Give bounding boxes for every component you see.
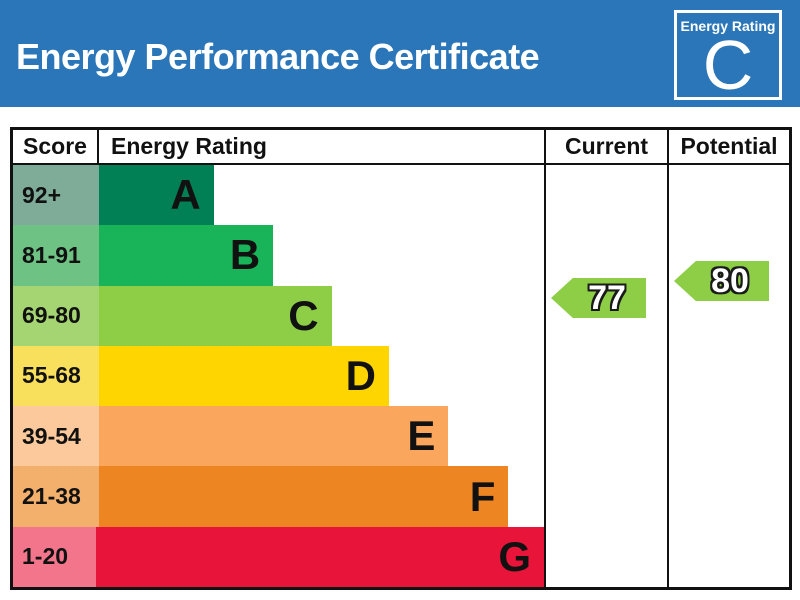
potential-rating-arrow: 80	[674, 261, 769, 301]
band-row: 81-91 B	[13, 225, 544, 286]
band-bar: B	[99, 225, 274, 286]
band-letter: C	[288, 291, 319, 339]
epc-rating-table: Score Energy Rating 92+ A 81-91 B 69-80 …	[10, 127, 792, 590]
band-row: 39-54 E	[13, 406, 544, 467]
band-letter: A	[170, 171, 201, 219]
band-bar: A	[99, 165, 214, 226]
score-column-header: Score	[13, 130, 99, 163]
band-row: 21-38 F	[13, 466, 544, 527]
band-row: 92+ A	[13, 165, 544, 226]
current-rating-value: 77	[588, 279, 626, 317]
potential-column-header: Potential	[669, 130, 789, 165]
badge-label: Energy Rating	[680, 18, 776, 34]
potential-column: Potential 80	[667, 130, 789, 587]
band-letter: E	[407, 412, 436, 460]
band-score-range: 21-38	[13, 466, 99, 527]
current-column-header: Current	[546, 130, 667, 165]
table-header-row: Score Energy Rating	[13, 130, 544, 165]
band-score-range: 69-80	[13, 285, 99, 346]
band-letter: B	[229, 231, 261, 279]
badge-grade-letter: C	[702, 26, 754, 104]
band-bar: E	[99, 406, 449, 467]
band-score-range: 81-91	[13, 225, 99, 286]
band-row: 55-68 D	[13, 345, 544, 407]
band-row: 69-80 C	[13, 285, 544, 346]
band-bar: C	[99, 285, 332, 346]
band-letter: G	[498, 532, 531, 580]
band-bar: F	[99, 466, 509, 527]
current-column-body: 77	[546, 165, 667, 587]
band-bar: G	[95, 526, 544, 587]
header-banner: Energy Performance Certificate Energy Ra…	[0, 0, 800, 107]
band-score-range: 92+	[13, 165, 99, 226]
band-score-range: 1-20	[13, 526, 96, 587]
potential-rating-value: 80	[711, 262, 749, 300]
band-score-range: 39-54	[13, 406, 99, 467]
band-row: 1-20 G	[13, 526, 544, 587]
rating-column-header: Energy Rating	[111, 133, 267, 159]
page-title: Energy Performance Certificate	[16, 35, 540, 77]
band-bar: D	[99, 345, 389, 407]
band-letter: F	[469, 472, 496, 520]
band-score-range: 55-68	[13, 345, 99, 407]
potential-column-body: 80	[669, 165, 789, 587]
current-rating-arrow: 77	[551, 278, 646, 318]
current-column: Current 77	[544, 130, 667, 587]
rating-bands: 92+ A 81-91 B 69-80 C 55-68 D 39-54 E 21…	[13, 165, 544, 587]
band-letter: D	[345, 351, 376, 399]
rating-pane: Score Energy Rating 92+ A 81-91 B 69-80 …	[13, 130, 544, 587]
energy-rating-badge: Energy Rating C	[674, 10, 782, 100]
